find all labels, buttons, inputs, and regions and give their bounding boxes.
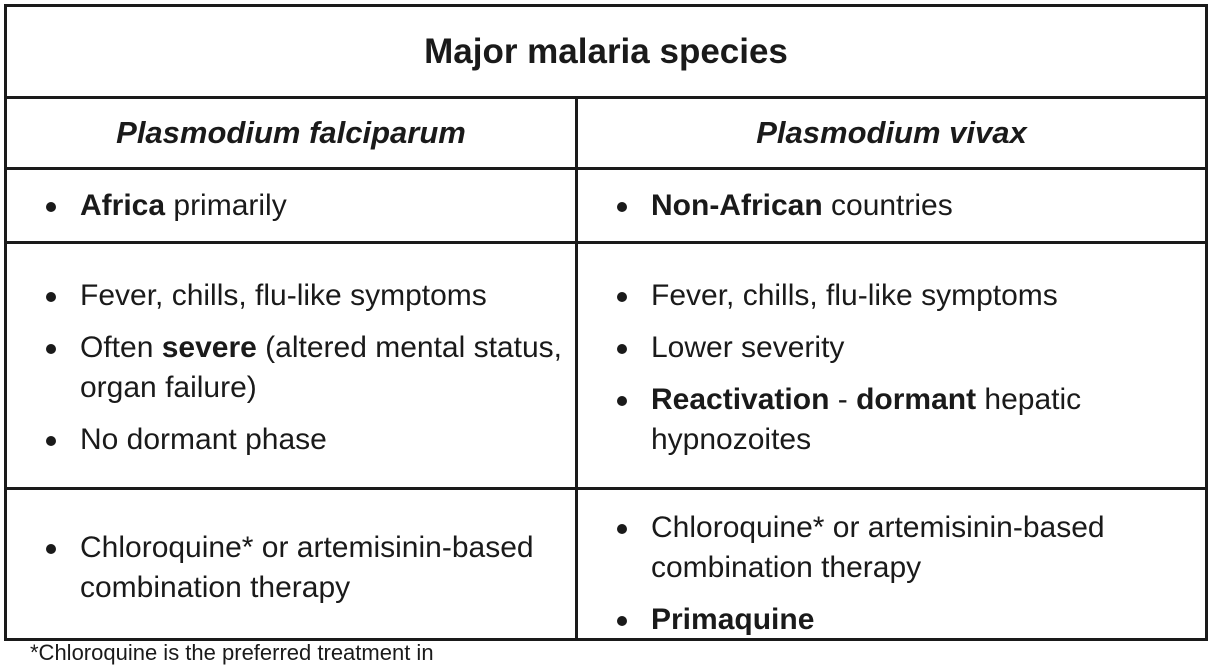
bullet-item: Often severe (altered mental status, org… [7,328,565,408]
bold-text: Reactivation [651,383,830,416]
bullet-icon [46,202,56,212]
bullet-icon [617,202,627,212]
bullet-list: Fever, chills, flu-like symptoms Lower se… [578,276,1195,460]
bullet-item: Fever, chills, flu-like symptoms [7,276,565,316]
bullet-item: Non-African countries [578,186,1195,226]
footnote: *Chloroquine is the preferred treatment … [30,640,434,665]
text: - [829,383,857,416]
bullet-icon [617,524,627,534]
malaria-table: Major malaria species Plasmodium falcipa… [4,4,1208,641]
bullet-item: Chloroquine* or artemisinin-based combin… [578,508,1195,588]
bullet-icon [617,344,627,354]
column-header-vivax: Plasmodium vivax [756,115,1027,150]
table-title: Major malaria species [7,7,1205,99]
bullet-icon [46,344,56,354]
bullet-item: No dormant phase [7,420,565,460]
text: (altered mental status, organ failure) [80,331,562,404]
bullet-icon [46,436,56,446]
bullet-item: Fever, chills, flu-like symptoms [578,276,1195,316]
bullet-list: Fever, chills, flu-like symptoms Often se… [7,276,565,460]
bullet-icon [46,544,56,554]
bullet-item: Chloroquine* or artemisinin-based combin… [7,528,565,608]
bold-text: Primaquine [651,603,815,636]
text: Chloroquine* or artemisinin-based combin… [80,531,534,604]
treatment-row: Chloroquine* or artemisinin-based combin… [7,490,1205,638]
text: countries [822,189,953,222]
text: Fever, chills, flu-like symptoms [80,279,487,312]
bullet-icon [617,396,627,406]
bullet-icon [617,616,627,626]
bullet-list: Africa primarily [7,186,565,226]
column-header-falciparum: Plasmodium falciparum [7,99,578,167]
geography-row: Africa primarily Non-African countries [7,170,1205,244]
bullet-item: Reactivation - dormant hepatic hypnozoit… [578,380,1195,460]
bullet-item: Africa primarily [7,186,565,226]
bold-text: Non-African [651,189,823,222]
text: hepatic hypnozoites [651,383,1082,456]
text: Fever, chills, flu-like symptoms [651,279,1058,312]
text: Chloroquine* or artemisinin-based combin… [651,511,1105,584]
bold-text: Africa [80,189,166,222]
bullet-icon [617,292,627,302]
bullet-icon [46,292,56,302]
bullet-item: Lower severity [578,328,1195,368]
bullet-list: Chloroquine* or artemisinin-based combin… [7,528,565,608]
bullet-item: Primaquine [578,600,1195,640]
header-row: Plasmodium falciparum Plasmodium vivax [7,99,1205,170]
text: Often [80,331,162,364]
bullet-list: Chloroquine* or artemisinin-based combin… [578,508,1195,640]
clinical-row: Fever, chills, flu-like symptoms Often se… [7,244,1205,490]
text: No dormant phase [80,423,327,456]
text: Lower severity [651,331,845,364]
bullet-list: Non-African countries [578,186,1195,226]
text: primarily [165,189,287,222]
bold-text: dormant [856,383,977,416]
bold-text: severe [161,331,257,364]
